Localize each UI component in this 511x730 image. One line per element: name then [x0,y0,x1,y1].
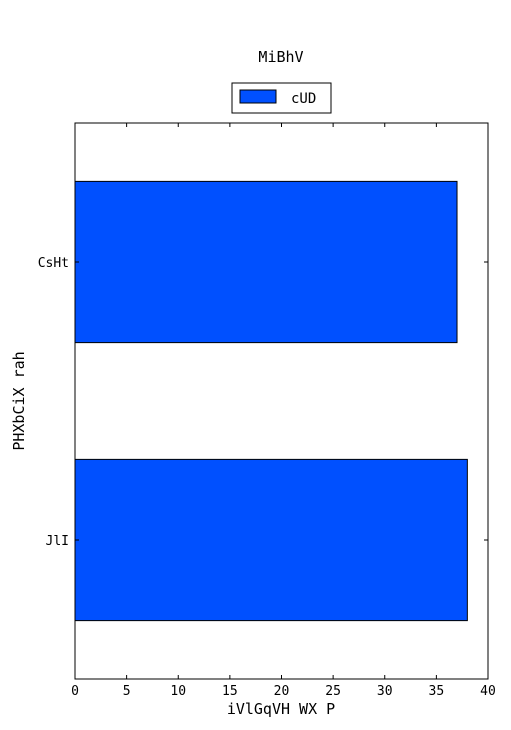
x-tick-label: 10 [170,684,186,699]
plot-frame [74,122,489,680]
x-tick-label: 0 [71,684,79,699]
x-tick-label: 20 [274,684,290,699]
legend: cUD [231,82,332,114]
x-tick-label: 35 [429,684,445,699]
bar [74,180,458,344]
chart-title: MiBhV [258,48,303,66]
x-tick-label: 15 [222,684,238,699]
ticks-group: CsHt JlI 0 5 10 15 20 25 30 35 40 [38,123,496,699]
bar [74,458,468,622]
x-tick-label: 30 [377,684,393,699]
x-tick-label: 5 [123,684,131,699]
x-axis-label: iVlGqVH WX P [227,700,335,718]
x-tick-label: 40 [480,684,496,699]
bars-group [74,180,468,622]
y-tick-label: JlI [46,534,69,549]
y-axis-label: PHXbCiX rah [10,351,28,450]
y-tick-label: CsHt [38,256,69,271]
legend-swatch [239,89,277,104]
legend-label: cUD [291,91,316,107]
x-tick-label: 25 [325,684,341,699]
